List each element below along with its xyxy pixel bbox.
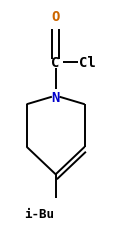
- Text: N: N: [51, 90, 60, 104]
- Text: O: O: [51, 10, 60, 24]
- Text: i-Bu: i-Bu: [24, 207, 54, 220]
- Text: C: C: [51, 55, 60, 69]
- Text: Cl: Cl: [79, 55, 96, 69]
